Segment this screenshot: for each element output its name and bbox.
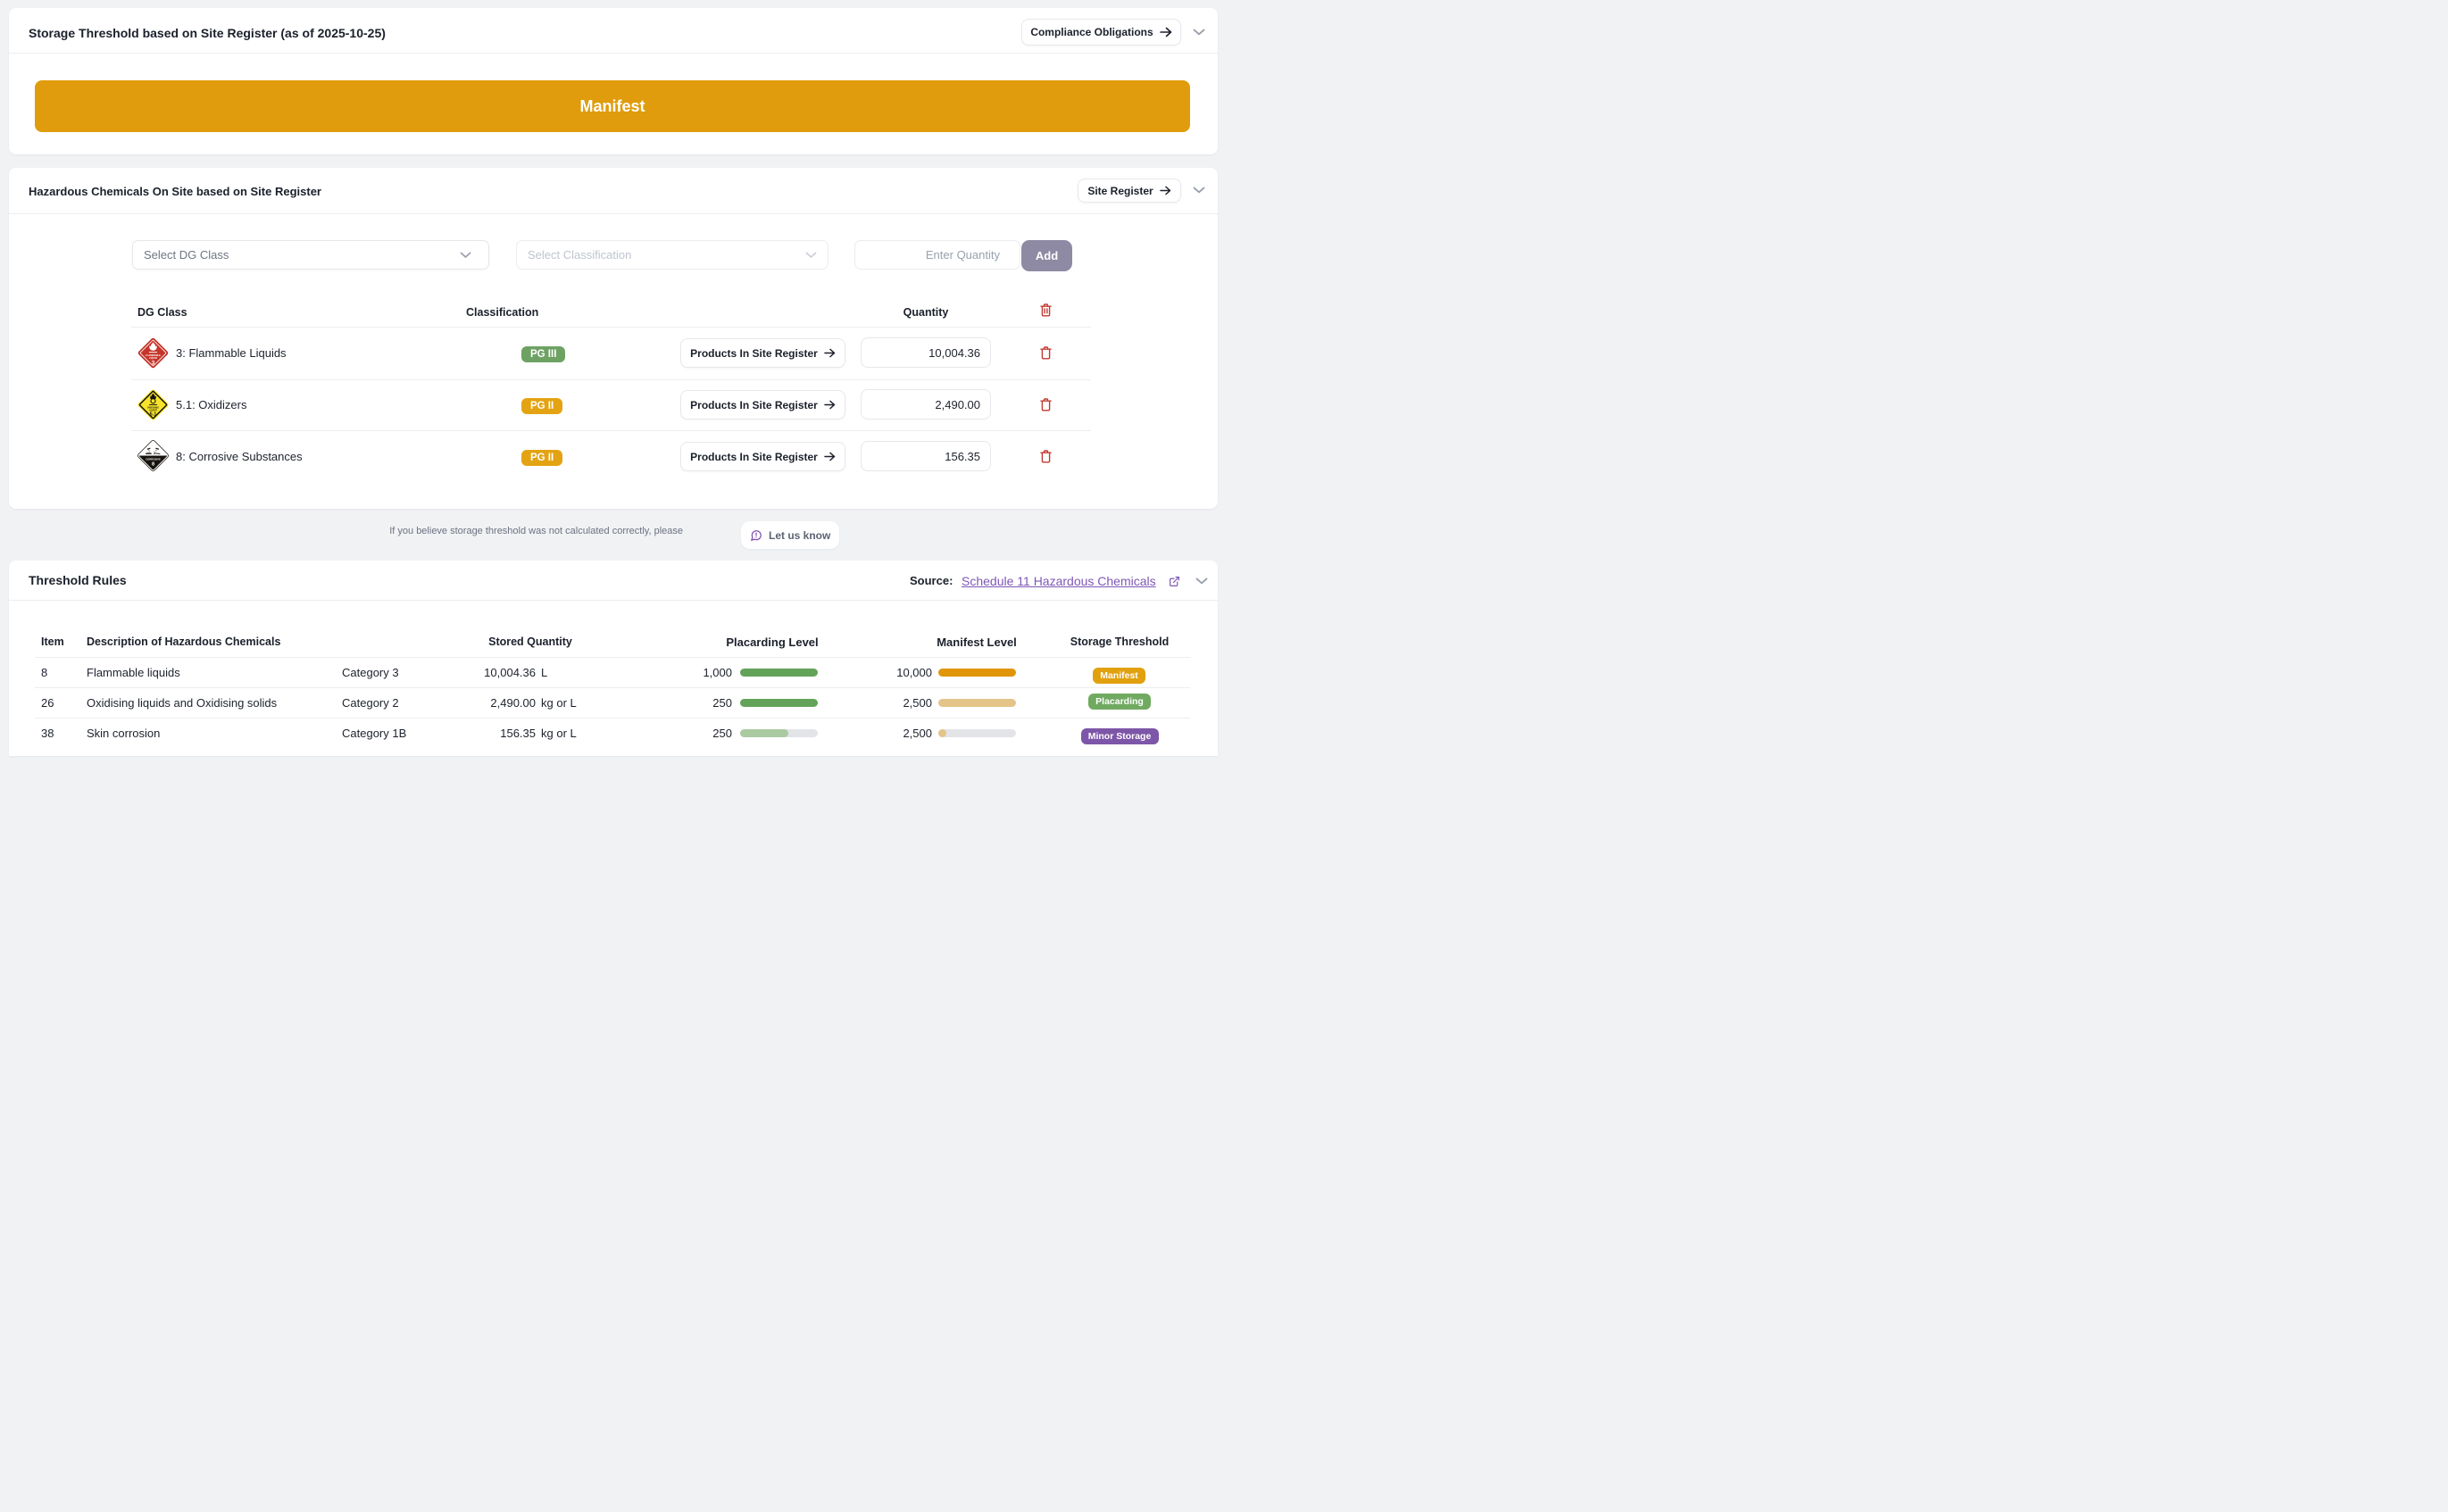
svg-text:FLAMMABLE: FLAMMABLE — [146, 353, 161, 357]
svg-text:AGENT: AGENT — [149, 408, 157, 411]
svg-text:8: 8 — [152, 462, 154, 468]
svg-text:3: 3 — [152, 360, 155, 366]
svg-text:CORROSIVE: CORROSIVE — [146, 457, 161, 461]
svg-text:LIQUID: LIQUID — [149, 356, 157, 360]
svg-text:OXIDISING: OXIDISING — [147, 406, 159, 410]
svg-text:5.1: 5.1 — [150, 412, 157, 418]
